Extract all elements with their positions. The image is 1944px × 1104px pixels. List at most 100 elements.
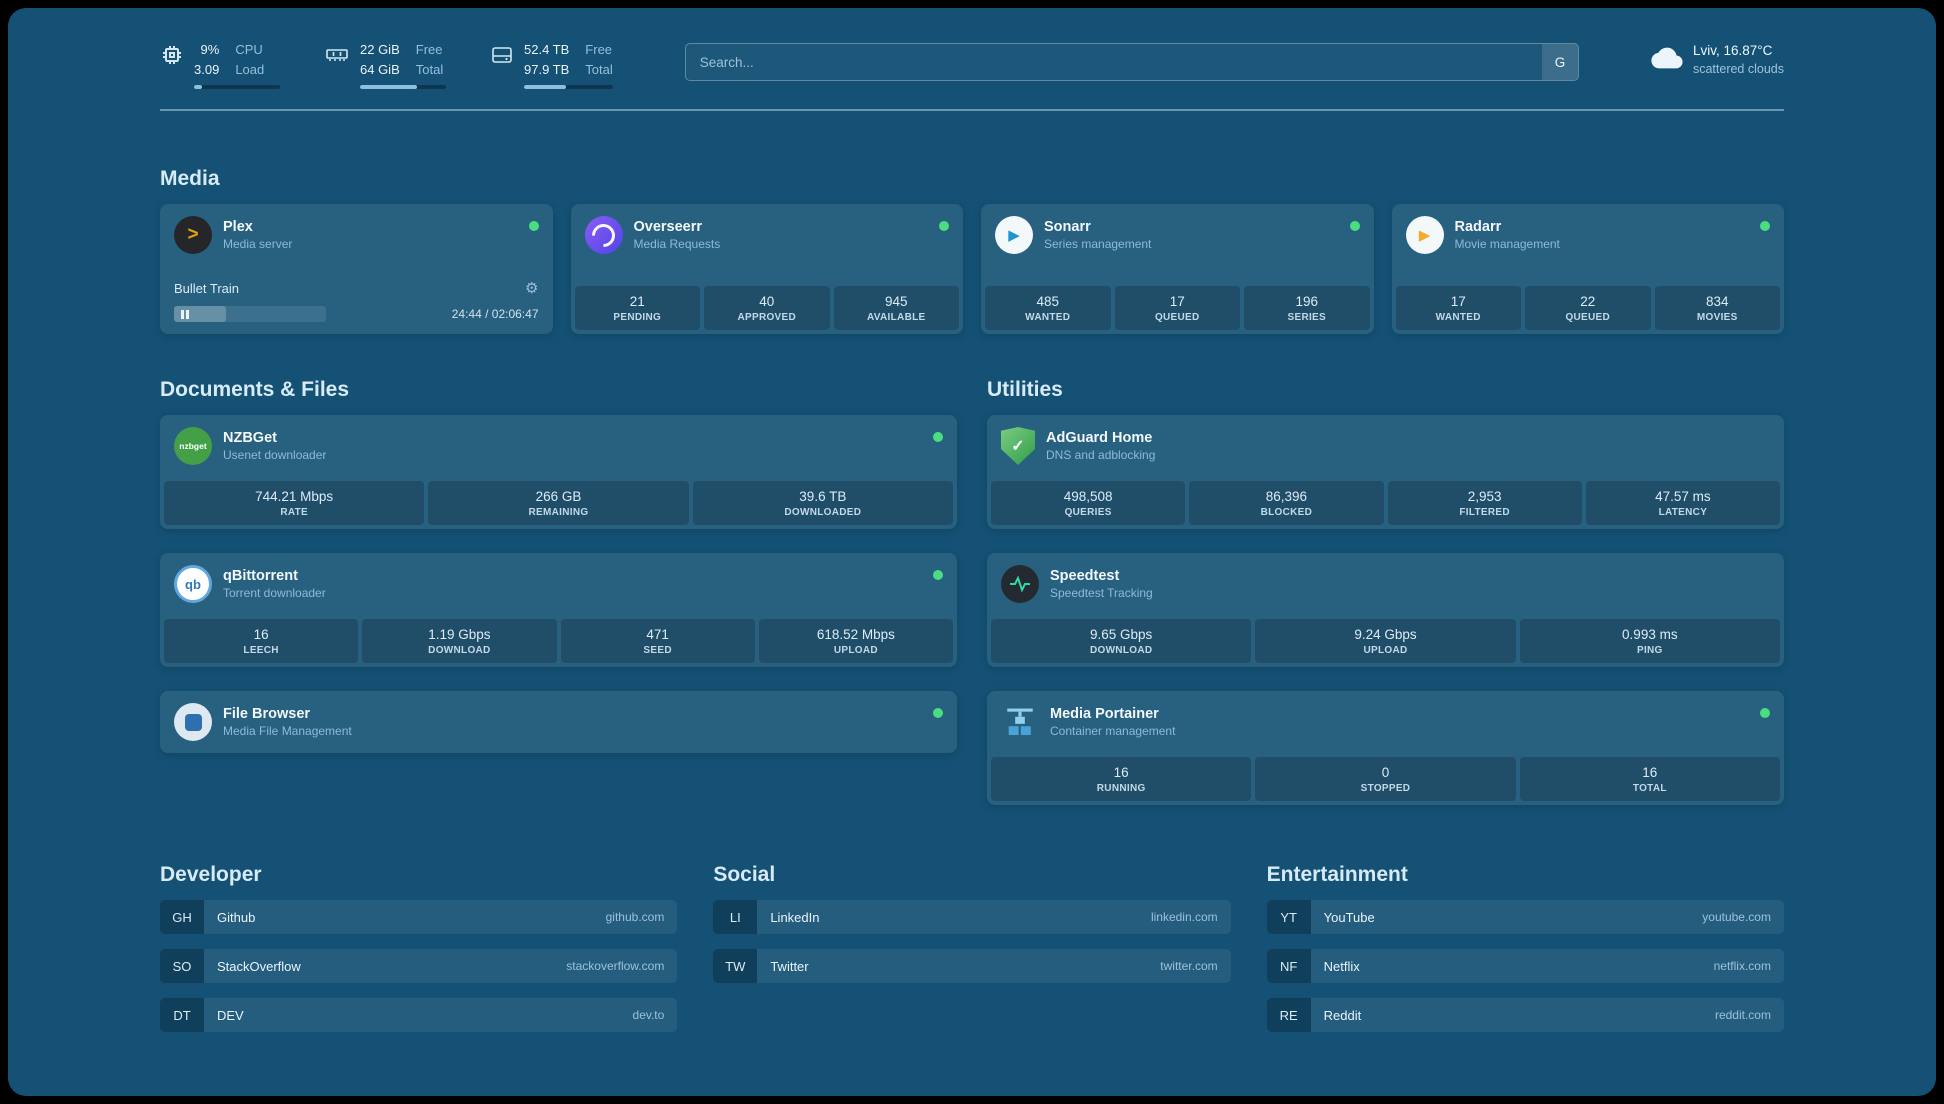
card-speedtest[interactable]: Speedtest Speedtest Tracking 9.65 Gbps DO…: [987, 553, 1784, 667]
card-adguard[interactable]: ✓ AdGuard Home DNS and adblocking 498,50…: [987, 415, 1784, 529]
card-nzbget[interactable]: nzbget NZBGet Usenet downloader 744.21 M…: [160, 415, 957, 529]
speedtest-icon: [1001, 565, 1039, 603]
stat-box: 16 TOTAL: [1519, 757, 1780, 801]
radarr-icon: ▶: [1405, 216, 1444, 254]
memory-free-value: 22 GiB: [360, 42, 400, 57]
bookmark-abbr: LI: [713, 900, 758, 934]
bookmark-abbr: TW: [713, 949, 758, 983]
stat-box: 21 PENDING: [574, 286, 700, 330]
bookmark-stackoverflow[interactable]: SO StackOverflow stackoverflow.com: [160, 949, 678, 983]
card-qbittorrent[interactable]: qb qBittorrent Torrent downloader 16 LEEC…: [160, 553, 957, 667]
status-dot: [933, 570, 943, 580]
status-dot: [933, 708, 943, 718]
service-subtitle: Usenet downloader: [223, 447, 327, 462]
bookmark-dev[interactable]: DT DEV dev.to: [160, 998, 678, 1032]
bookmark-name: Twitter: [770, 958, 809, 974]
cloud-icon: [1651, 45, 1683, 76]
service-name: AdGuard Home: [1046, 429, 1153, 446]
section-title-utilities: Utilities: [987, 378, 1063, 401]
service-name: File Browser: [223, 705, 311, 722]
search-provider-button[interactable]: G: [1541, 44, 1578, 80]
bookmark-name: Netflix: [1323, 958, 1360, 974]
bookmark-domain: reddit.com: [1714, 1008, 1771, 1022]
memory-total-label: Total: [415, 61, 444, 77]
top-bar: 9% 3.09 CPU Load 22 GiB: [160, 40, 1784, 89]
bookmark-domain: dev.to: [632, 1008, 665, 1022]
service-subtitle: Speedtest Tracking: [1050, 585, 1153, 600]
bookmark-youtube[interactable]: YT YouTube youtube.com: [1266, 900, 1784, 934]
bookmark-linkedin[interactable]: LI LinkedIn linkedin.com: [713, 900, 1231, 934]
service-subtitle: Container management: [1050, 723, 1176, 738]
stat-box: 0 STOPPED: [1255, 757, 1516, 801]
bookmark-twitter[interactable]: TW Twitter twitter.com: [713, 949, 1231, 983]
card-filebrowser[interactable]: File Browser Media File Management: [160, 691, 957, 753]
stat-box: 1.19 Gbps DOWNLOAD: [362, 619, 557, 663]
disk-total-label: Total: [585, 61, 613, 77]
stat-box: 39.6 TB DOWNLOADED: [692, 481, 953, 525]
weather-condition: scattered clouds: [1692, 61, 1784, 76]
cpu-usage-bar: [194, 85, 280, 89]
stat-box: 0.993 ms PING: [1519, 619, 1780, 663]
memory-free-label: Free: [415, 42, 443, 57]
cpu-load-value: 3.09: [194, 61, 220, 77]
stat-box: 618.52 Mbps UPLOAD: [758, 619, 953, 663]
bookmark-abbr: RE: [1266, 998, 1311, 1032]
bookmark-name: Reddit: [1323, 1007, 1362, 1023]
section-utilities: Utilities ✓ AdGuard Home DNS and adblock…: [987, 378, 1784, 805]
stat-box: 40 APPROVED: [704, 286, 830, 330]
bookmark-github[interactable]: GH Github github.com: [160, 900, 678, 934]
disk-icon: [490, 43, 514, 89]
stat-box: 16 LEECH: [164, 619, 359, 663]
card-portainer[interactable]: Media Portainer Container management 16 R…: [987, 691, 1784, 805]
section-title-documents: Documents & Files: [160, 378, 350, 401]
section-title-media: Media: [160, 167, 220, 190]
service-name: Media Portainer: [1050, 705, 1159, 722]
bookmark-netflix[interactable]: NF Netflix netflix.com: [1266, 949, 1784, 983]
service-subtitle: Torrent downloader: [223, 585, 326, 600]
ram-icon: [324, 43, 350, 89]
card-radarr[interactable]: ▶ Radarr Movie management 17 WANTED 22 QUE…: [1391, 204, 1784, 334]
service-subtitle: Media server: [223, 236, 293, 251]
card-sonarr[interactable]: ▶ Sonarr Series management 485 WANTED 17 Q…: [981, 204, 1374, 334]
plex-icon: >: [174, 216, 212, 254]
memory-usage-bar: [360, 85, 446, 89]
status-dot: [939, 221, 949, 231]
settings-gear-icon[interactable]: ⚙: [525, 280, 539, 297]
stat-box: 945 AVAILABLE: [833, 286, 959, 330]
bookmark-domain: github.com: [605, 910, 665, 924]
service-name: Overseerr: [633, 218, 703, 235]
status-dot: [1760, 221, 1770, 231]
section-title-entertainment: Entertainment: [1266, 863, 1408, 886]
card-plex[interactable]: > Plex Media server Bullet Train ⚙: [160, 204, 553, 334]
pause-icon[interactable]: [181, 309, 189, 319]
service-name: Sonarr: [1044, 218, 1091, 235]
bookmark-reddit[interactable]: RE Reddit reddit.com: [1266, 998, 1784, 1032]
weather-location: Lviv, 16.87°C: [1692, 43, 1773, 58]
card-overseerr[interactable]: Overseerr Media Requests 21 PENDING 40 APP…: [570, 204, 963, 334]
bookmark-name: Github: [217, 909, 256, 925]
service-name: NZBGet: [223, 429, 277, 446]
bookmark-domain: twitter.com: [1160, 959, 1218, 973]
qbittorrent-icon: qb: [174, 565, 212, 603]
disk-widget: 52.4 TB 97.9 TB Free Total: [490, 40, 613, 89]
stat-box: 16 RUNNING: [991, 757, 1252, 801]
stat-box: 266 GB REMAINING: [428, 481, 689, 525]
stat-box: 744.21 Mbps RATE: [164, 481, 425, 525]
stat-box: 196 SERIES: [1244, 286, 1370, 330]
bookmark-domain: linkedin.com: [1150, 910, 1218, 924]
stat-box: 9.65 Gbps DOWNLOAD: [991, 619, 1252, 663]
status-dot: [1349, 221, 1360, 231]
plex-now-playing: Bullet Train ⚙ 24:44 / 02:06:47: [160, 279, 553, 334]
nzbget-icon: nzbget: [174, 427, 212, 465]
memory-total-value: 64 GiB: [360, 61, 400, 77]
playback-progress-bar[interactable]: [174, 306, 326, 322]
status-dot: [1760, 708, 1770, 718]
disk-free-label: Free: [585, 42, 613, 57]
header-divider: [160, 109, 1784, 111]
section-title-developer: Developer: [160, 863, 262, 886]
stat-box: 17 WANTED: [1395, 286, 1521, 330]
search-input[interactable]: [685, 44, 1542, 80]
stat-box: 498,508 QUERIES: [991, 481, 1186, 525]
service-subtitle: Series management: [1044, 236, 1152, 251]
